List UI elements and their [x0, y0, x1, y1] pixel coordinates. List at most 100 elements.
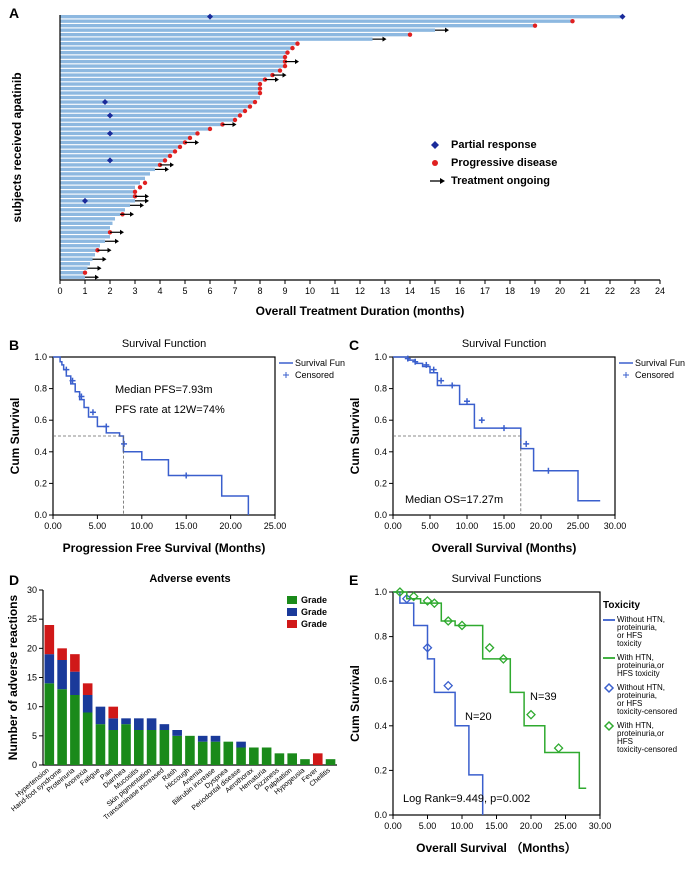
svg-text:Cum Survival: Cum Survival — [348, 398, 362, 475]
svg-text:9: 9 — [282, 286, 287, 296]
svg-text:Survival Function: Survival Function — [635, 358, 685, 368]
svg-text:5.00: 5.00 — [89, 521, 107, 531]
svg-text:N=20: N=20 — [465, 711, 492, 723]
svg-text:11: 11 — [330, 286, 339, 296]
svg-text:25: 25 — [27, 614, 37, 624]
svg-text:Cum Survival: Cum Survival — [348, 665, 362, 742]
svg-text:0.2: 0.2 — [34, 478, 47, 488]
svg-text:toxicity-censored: toxicity-censored — [617, 745, 677, 754]
svg-text:16: 16 — [455, 286, 465, 296]
svg-text:Progressive disease: Progressive disease — [451, 157, 557, 169]
svg-text:Number of adverse reactions: Number of adverse reactions — [6, 594, 20, 760]
svg-text:13: 13 — [380, 286, 390, 296]
svg-text:Overall Survival (Months): Overall Survival (Months) — [432, 541, 577, 555]
svg-text:Survival Function: Survival Function — [122, 338, 206, 350]
svg-text:10.00: 10.00 — [456, 521, 479, 531]
svg-text:0.2: 0.2 — [374, 765, 387, 775]
svg-text:5: 5 — [32, 731, 37, 741]
svg-text:0.4: 0.4 — [374, 447, 387, 457]
svg-text:0.6: 0.6 — [374, 415, 387, 425]
svg-text:1.0: 1.0 — [374, 587, 387, 597]
svg-text:22: 22 — [605, 286, 615, 296]
svg-text:25.00: 25.00 — [554, 821, 577, 831]
svg-text:12: 12 — [355, 286, 365, 296]
svg-text:21: 21 — [580, 286, 590, 296]
svg-text:10.00: 10.00 — [451, 821, 474, 831]
svg-text:10: 10 — [305, 286, 315, 296]
svg-text:18: 18 — [505, 286, 515, 296]
svg-text:25.00: 25.00 — [264, 521, 287, 531]
svg-text:5.00: 5.00 — [419, 821, 437, 831]
svg-text:25.00: 25.00 — [567, 521, 590, 531]
svg-text:0.0: 0.0 — [34, 510, 47, 520]
svg-text:1: 1 — [82, 286, 87, 296]
svg-text:N=39: N=39 — [530, 691, 557, 703]
svg-text:0.6: 0.6 — [34, 415, 47, 425]
svg-text:14: 14 — [405, 286, 415, 296]
panel-a: A 01234567891011121314151617181920212223… — [5, 5, 680, 325]
svg-text:Overall Survival （Months）: Overall Survival （Months） — [416, 840, 577, 855]
swimmer-plot: 0123456789101112131415161718192021222324… — [5, 5, 680, 325]
svg-text:30.00: 30.00 — [589, 821, 612, 831]
svg-text:0: 0 — [57, 286, 62, 296]
svg-text:Cum Survival: Cum Survival — [8, 398, 22, 475]
svg-text:Log Rank=9.449, p=0.002: Log Rank=9.449, p=0.002 — [403, 793, 530, 805]
svg-text:8: 8 — [257, 286, 262, 296]
svg-text:Partial response: Partial response — [451, 139, 537, 151]
svg-text:0.00: 0.00 — [384, 821, 402, 831]
svg-text:Survival Functions: Survival Functions — [452, 573, 542, 585]
svg-text:Grade: Grade — [301, 607, 327, 617]
svg-text:17: 17 — [480, 286, 490, 296]
svg-text:10.00: 10.00 — [131, 521, 154, 531]
svg-text:Median PFS=7.93m: Median PFS=7.93m — [115, 384, 213, 396]
svg-text:10: 10 — [27, 702, 37, 712]
panel-d: D Adverse events051015202530Number of ad… — [5, 570, 345, 860]
svg-text:Progression Free Survival (Mon: Progression Free Survival (Months) — [63, 541, 266, 555]
panel-a-label: A — [9, 5, 19, 21]
panel-c: C 0.005.0010.0015.0020.0025.0030.000.00.… — [345, 335, 685, 560]
svg-text:20.00: 20.00 — [520, 821, 543, 831]
svg-text:15.00: 15.00 — [493, 521, 516, 531]
panel-b-label: B — [9, 337, 19, 353]
svg-text:30.00: 30.00 — [604, 521, 627, 531]
svg-text:Grade: Grade — [301, 595, 327, 605]
svg-text:0: 0 — [32, 760, 37, 770]
panel-d-label: D — [9, 572, 19, 588]
svg-text:Censored: Censored — [295, 370, 334, 380]
svg-text:Survival Function: Survival Function — [462, 338, 546, 350]
svg-text:4: 4 — [157, 286, 162, 296]
svg-text:Toxicity: Toxicity — [603, 600, 640, 611]
panel-e-label: E — [349, 572, 358, 588]
adverse-events-bar: Adverse events051015202530Number of adve… — [5, 570, 345, 860]
panel-e: E 0.005.0010.0015.0020.0025.0030.000.00.… — [345, 570, 685, 860]
pfs-km-plot: 0.005.0010.0015.0020.0025.000.00.20.40.6… — [5, 335, 345, 560]
svg-text:0.4: 0.4 — [34, 447, 47, 457]
svg-text:5: 5 — [182, 286, 187, 296]
svg-text:20: 20 — [27, 643, 37, 653]
svg-text:0.4: 0.4 — [374, 721, 387, 731]
svg-text:3: 3 — [132, 286, 137, 296]
svg-text:HFS toxicity: HFS toxicity — [617, 669, 660, 678]
svg-text:0.8: 0.8 — [34, 384, 47, 394]
svg-text:19: 19 — [530, 286, 540, 296]
svg-text:15: 15 — [430, 286, 440, 296]
svg-text:2: 2 — [107, 286, 112, 296]
svg-text:24: 24 — [655, 286, 665, 296]
svg-text:toxicity: toxicity — [617, 639, 641, 648]
svg-text:0.0: 0.0 — [374, 810, 387, 820]
svg-text:Adverse events: Adverse events — [149, 573, 230, 585]
svg-text:Overall Treatment Duration (mo: Overall Treatment Duration (months) — [256, 304, 465, 318]
svg-text:5.00: 5.00 — [421, 521, 439, 531]
svg-text:0.0: 0.0 — [374, 510, 387, 520]
os-km-plot: 0.005.0010.0015.0020.0025.0030.000.00.20… — [345, 335, 685, 560]
panel-c-label: C — [349, 337, 359, 353]
svg-text:0.2: 0.2 — [374, 478, 387, 488]
svg-text:Censored: Censored — [635, 370, 674, 380]
svg-text:subjects received apatinib: subjects received apatinib — [10, 72, 24, 222]
svg-text:Median OS=17.27m: Median OS=17.27m — [405, 494, 503, 506]
svg-text:6: 6 — [207, 286, 212, 296]
svg-text:7: 7 — [232, 286, 237, 296]
svg-text:PFS rate at 12W=74%: PFS rate at 12W=74% — [115, 404, 225, 416]
svg-text:0.00: 0.00 — [384, 521, 402, 531]
svg-text:20.00: 20.00 — [219, 521, 242, 531]
